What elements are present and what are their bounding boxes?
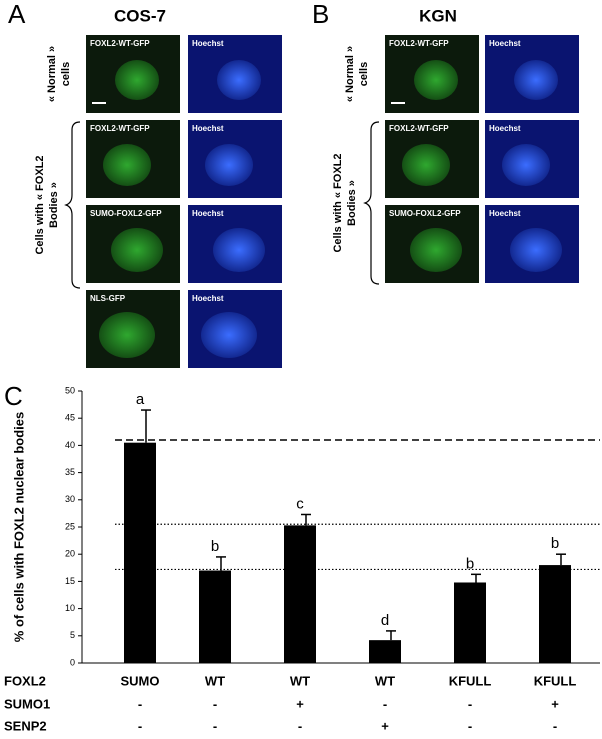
condition-value: - (468, 696, 472, 711)
image-label: Hoechst (192, 124, 224, 133)
significance-letter: b (551, 535, 559, 552)
x-tick-label: SUMO (121, 673, 160, 688)
nucleus (111, 228, 163, 272)
side-label: « Normal » (46, 46, 58, 102)
significance-letter: d (381, 612, 389, 629)
x-tick-label: WT (290, 673, 310, 688)
side-label: cells (358, 62, 370, 86)
condition-value: - (468, 718, 472, 733)
x-tick-label: KFULL (449, 673, 492, 688)
image-label: Hoechst (192, 294, 224, 303)
image-label: Hoechst (192, 209, 224, 218)
nucleus (201, 312, 257, 358)
significance-letter: b (466, 555, 474, 572)
image-label: NLS-GFP (90, 294, 126, 303)
row-label: SENP2 (4, 718, 47, 733)
significance-letter: b (211, 538, 219, 555)
image-label: Hoechst (489, 39, 521, 48)
bar (284, 525, 316, 663)
significance-letter: c (296, 495, 304, 512)
y-tick-label: 45 (65, 413, 75, 423)
nucleus (213, 228, 265, 272)
image-label: FOXL2-WT-GFP (389, 39, 449, 48)
nucleus (410, 228, 462, 272)
image-label: Hoechst (489, 124, 521, 133)
condition-value: - (138, 718, 142, 733)
image-label: FOXL2-WT-GFP (389, 124, 449, 133)
y-tick-label: 10 (65, 603, 75, 613)
image-label: FOXL2-WT-GFP (90, 124, 150, 133)
side-label: Bodies » (48, 182, 60, 228)
panel-letter: A (8, 0, 26, 29)
image-label: Hoechst (192, 39, 224, 48)
image-label: SUMO-FOXL2-GFP (389, 209, 461, 218)
condition-value: - (138, 696, 142, 711)
y-tick-label: 20 (65, 549, 75, 559)
y-tick-label: 0 (70, 657, 75, 667)
x-tick-label: WT (205, 673, 225, 688)
panel-letter: C (4, 381, 23, 411)
side-label: Bodies » (346, 180, 358, 226)
y-tick-label: 50 (65, 385, 75, 395)
nucleus (402, 144, 450, 186)
panel-title: KGN (419, 6, 457, 25)
image-label: Hoechst (489, 209, 521, 218)
y-tick-label: 5 (70, 630, 75, 640)
condition-value: - (213, 718, 217, 733)
bar (539, 565, 571, 663)
condition-value: - (213, 696, 217, 711)
bar (199, 570, 231, 663)
x-tick-label: KFULL (534, 673, 577, 688)
brace (64, 121, 81, 289)
condition-value: - (298, 718, 302, 733)
y-tick-label: 30 (65, 494, 75, 504)
condition-value: - (553, 718, 557, 733)
side-label: cells (60, 62, 72, 86)
condition-value: + (551, 696, 559, 711)
nucleus (103, 144, 151, 186)
y-tick-label: 25 (65, 521, 75, 531)
row-label: FOXL2 (4, 673, 46, 688)
side-label: « Normal » (344, 46, 356, 102)
row-label: SUMO1 (4, 696, 50, 711)
y-tick-label: 40 (65, 440, 75, 450)
x-tick-label: WT (375, 673, 395, 688)
nucleus (510, 228, 562, 272)
image-label: FOXL2-WT-GFP (90, 39, 150, 48)
bar (454, 582, 486, 663)
significance-letter: a (136, 391, 145, 408)
nucleus (514, 60, 558, 100)
brace (363, 121, 380, 285)
side-label: Cells with « FOXL2 (34, 155, 46, 254)
nucleus (99, 312, 155, 358)
image-label: SUMO-FOXL2-GFP (90, 209, 162, 218)
bar (369, 640, 401, 663)
nucleus (205, 144, 253, 186)
bar (124, 442, 156, 663)
nucleus (217, 60, 261, 100)
condition-value: + (381, 718, 389, 733)
side-label: Cells with « FOXL2 (332, 153, 344, 252)
y-tick-label: 35 (65, 467, 75, 477)
condition-value: + (296, 696, 304, 711)
y-tick-label: 15 (65, 576, 75, 586)
nucleus (414, 60, 458, 100)
nucleus (115, 60, 159, 100)
panel-title: COS-7 (114, 6, 166, 25)
panel-letter: B (312, 0, 329, 29)
y-axis-label: % of cells with FOXL2 nuclear bodies (11, 412, 26, 642)
nucleus (502, 144, 550, 186)
condition-value: - (383, 696, 387, 711)
